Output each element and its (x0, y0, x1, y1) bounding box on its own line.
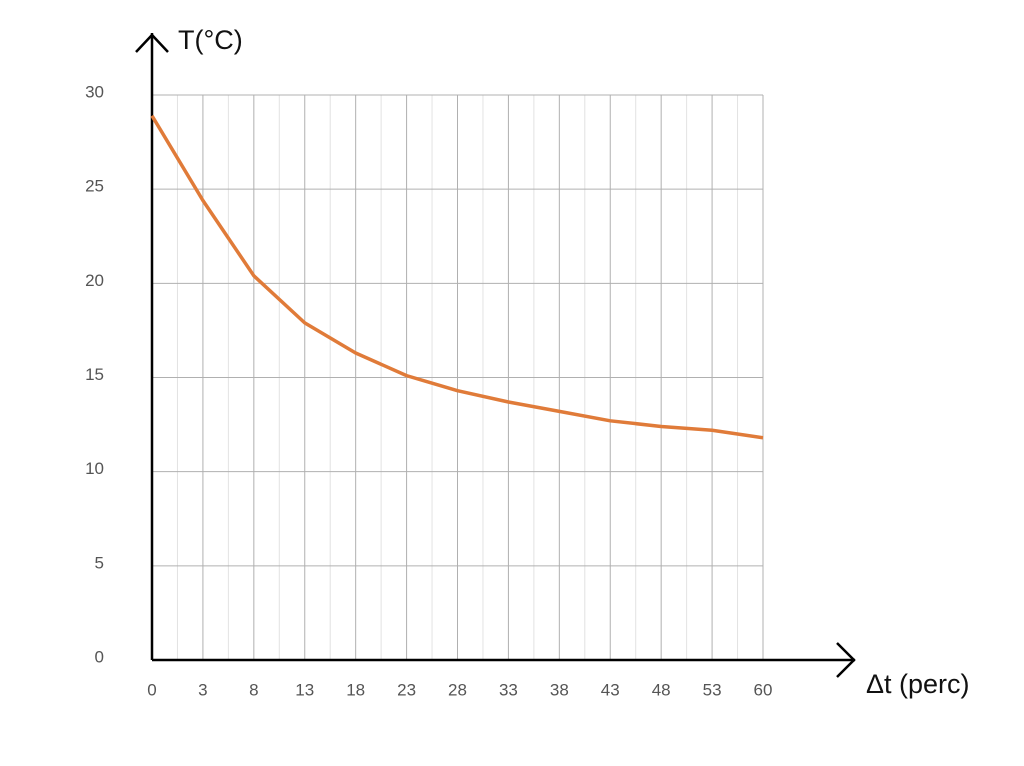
y-tick-label: 15 (85, 365, 104, 384)
y-tick-label: 30 (85, 82, 104, 101)
x-tick-label: 8 (249, 680, 258, 699)
x-tick-label: 48 (652, 680, 671, 699)
x-tick-label: 18 (346, 680, 365, 699)
x-tick-label: 23 (397, 680, 416, 699)
x-tick-label: 33 (499, 680, 518, 699)
y-tick-label: 10 (85, 459, 104, 478)
x-tick-label: 3 (198, 680, 207, 699)
x-axis-title: Δt (perc) (866, 669, 970, 699)
y-axis-arrow (135, 33, 169, 53)
x-tick-label: 13 (295, 680, 314, 699)
y-tick-label: 5 (95, 553, 104, 572)
x-tick-label: 60 (754, 680, 773, 699)
x-tick-label: 0 (147, 680, 156, 699)
x-tick-label: 53 (703, 680, 722, 699)
x-tick-label: 43 (601, 680, 620, 699)
y-tick-label: 20 (85, 271, 104, 290)
y-axis-title: T(°C) (178, 25, 243, 55)
x-tick-label: 38 (550, 680, 569, 699)
y-tick-label: 0 (95, 647, 104, 666)
x-tick-label: 28 (448, 680, 467, 699)
data-line (150, 114, 764, 440)
y-tick-label: 25 (85, 177, 104, 196)
x-axis-arrow (836, 642, 856, 678)
